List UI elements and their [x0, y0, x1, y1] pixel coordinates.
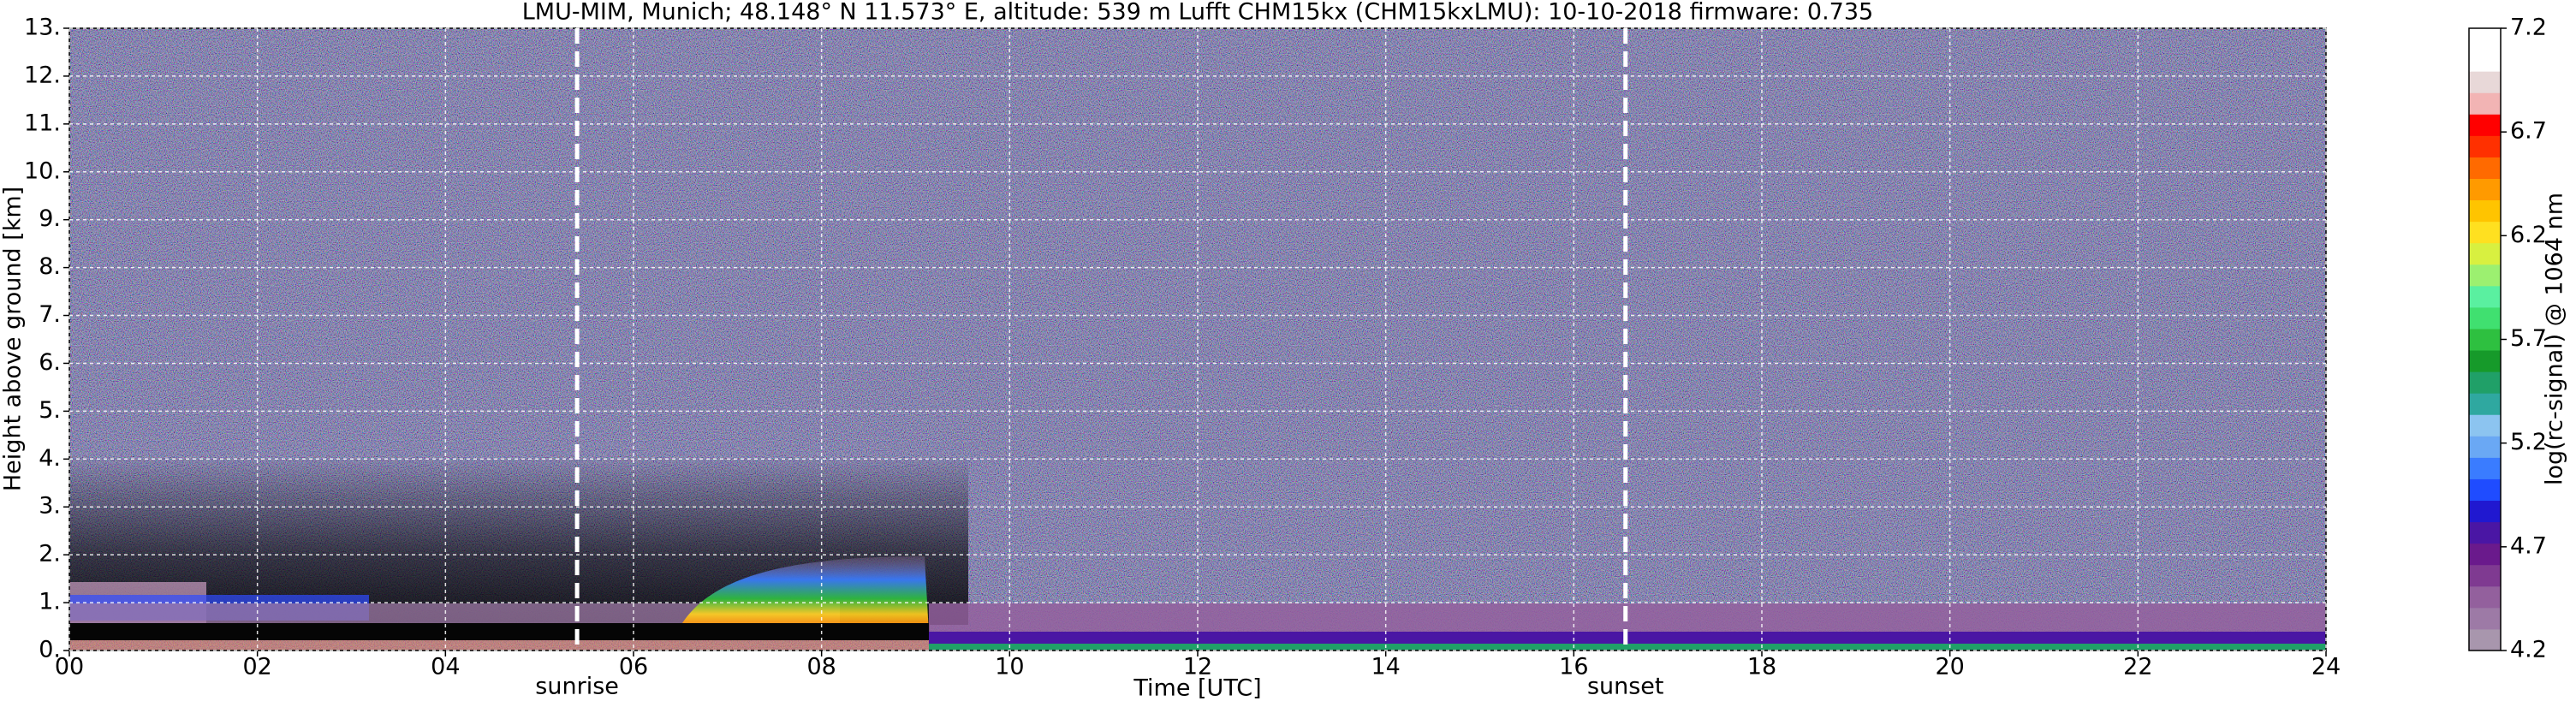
- colorbar-segment: [2469, 436, 2501, 458]
- colorbar-segment: [2469, 628, 2501, 651]
- y-tick-label: 6.: [39, 349, 61, 376]
- x-tick-label: 20: [1935, 654, 1964, 680]
- colorbar-segment: [2469, 92, 2501, 115]
- colorbar-segment: [2469, 585, 2501, 609]
- colorbar-segment: [2469, 199, 2501, 223]
- colorbar-segment: [2469, 285, 2501, 308]
- colorbar-tick-label: 4.7: [2510, 532, 2547, 559]
- x-tick-label: 18: [1747, 654, 1776, 680]
- y-tick-label: 10.: [24, 157, 61, 184]
- colorbar-segment: [2469, 264, 2501, 287]
- y-tick-label: 5.: [39, 397, 61, 424]
- y-tick-label: 2.: [39, 541, 61, 567]
- colorbar-segment: [2469, 178, 2501, 201]
- y-tick-label: 7.: [39, 301, 61, 328]
- x-tick-label: 06: [619, 654, 648, 680]
- colorbar-segment: [2469, 371, 2501, 394]
- x-tick-label: 24: [2311, 654, 2341, 680]
- y-tick-label: 13.: [24, 15, 61, 41]
- colorbar-segment: [2469, 50, 2501, 72]
- x-tick-label: 16: [1559, 654, 1588, 680]
- colorbar-segment: [2469, 607, 2501, 630]
- colorbar-tick-label: 7.2: [2510, 15, 2547, 41]
- colorbar-segment: [2469, 478, 2501, 502]
- x-tick-label: 12: [1183, 654, 1212, 680]
- colorbar-segment: [2469, 28, 2501, 50]
- x-tick-label: 08: [806, 654, 836, 680]
- colorbar-segment: [2469, 306, 2501, 330]
- colorbar-segment: [2469, 135, 2501, 157]
- colorbar-segment: [2469, 414, 2501, 437]
- colorbar-segment: [2469, 457, 2501, 479]
- colorbar-segment: [2469, 221, 2501, 244]
- colorbar-tick-label: 6.2: [2510, 222, 2547, 248]
- y-tick-label: 1.: [39, 589, 61, 615]
- y-tick-label: 12.: [24, 62, 61, 88]
- colorbar-tick-label: 4.2: [2510, 637, 2547, 663]
- x-tick-label: 00: [55, 654, 84, 680]
- y-tick-label: 9.: [39, 205, 61, 232]
- x-axis-label: Time [UTC]: [1133, 675, 1261, 702]
- colorbar-tick-label: 5.7: [2510, 325, 2547, 352]
- chart-title: LMU-MIM, Munich; 48.148° N 11.573° E, al…: [522, 0, 1873, 26]
- colorbar-segment: [2469, 500, 2501, 523]
- colorbar-label: log(rc-signal) @ 1064 nm: [2542, 193, 2568, 485]
- y-tick-label: 8.: [39, 253, 61, 280]
- colorbar-segment: [2469, 328, 2501, 351]
- y-tick-label: 3.: [39, 493, 61, 520]
- event-label: sunrise: [535, 674, 619, 700]
- x-tick-label: 04: [431, 654, 460, 680]
- event-label: sunset: [1587, 674, 1664, 700]
- colorbar-segment: [2469, 242, 2501, 265]
- x-tick-label: 22: [2123, 654, 2152, 680]
- colorbar-tick-label: 5.2: [2510, 429, 2547, 455]
- colorbar-segment: [2469, 114, 2501, 136]
- y-axis-label: Height above ground [km]: [0, 187, 27, 491]
- x-tick-label: 10: [995, 654, 1024, 680]
- colorbar-segment: [2469, 521, 2501, 544]
- colorbar-segment: [2469, 157, 2501, 179]
- colorbar-segment: [2469, 393, 2501, 415]
- colorbar-segment: [2469, 543, 2501, 566]
- colorbar-tick-label: 6.7: [2510, 118, 2547, 145]
- y-tick-label: 4.: [39, 445, 61, 472]
- y-tick-label: 0.: [39, 637, 61, 663]
- colorbar-segment: [2469, 71, 2501, 93]
- x-tick-label: 02: [242, 654, 271, 680]
- y-tick-label: 11.: [24, 110, 61, 136]
- colorbar-segment: [2469, 350, 2501, 372]
- colorbar-segment: [2469, 564, 2501, 587]
- x-tick-label: 14: [1371, 654, 1400, 680]
